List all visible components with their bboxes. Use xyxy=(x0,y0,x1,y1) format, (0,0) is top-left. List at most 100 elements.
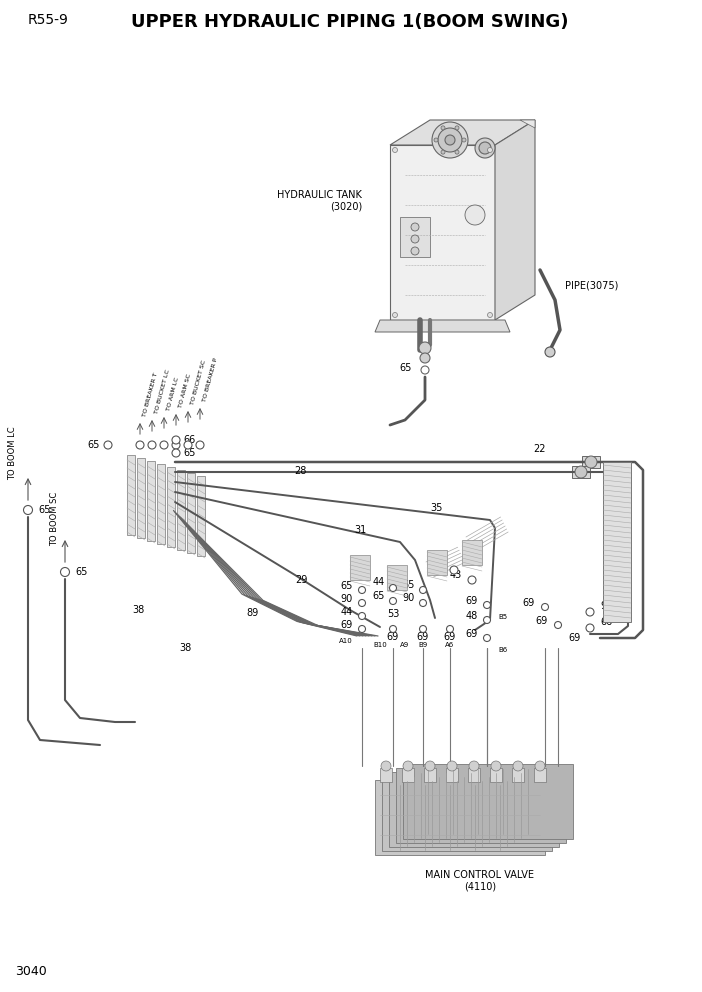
Text: 66: 66 xyxy=(600,617,612,627)
Text: 65: 65 xyxy=(403,580,415,590)
Bar xyxy=(396,768,566,843)
Text: 69: 69 xyxy=(465,596,478,606)
Text: 31: 31 xyxy=(354,525,366,535)
Circle shape xyxy=(136,441,144,449)
Bar xyxy=(382,776,552,851)
Text: 90: 90 xyxy=(403,593,415,603)
Circle shape xyxy=(446,626,453,633)
Circle shape xyxy=(432,122,468,158)
Circle shape xyxy=(403,761,413,771)
Bar xyxy=(187,473,195,553)
Circle shape xyxy=(420,599,427,606)
Text: 65: 65 xyxy=(183,448,195,458)
Circle shape xyxy=(513,761,523,771)
Circle shape xyxy=(381,761,391,771)
Circle shape xyxy=(425,761,435,771)
Bar xyxy=(427,550,447,575)
Text: R55-9: R55-9 xyxy=(28,13,69,27)
Bar xyxy=(375,780,545,855)
Circle shape xyxy=(419,342,431,354)
Circle shape xyxy=(487,312,493,317)
Circle shape xyxy=(390,584,397,591)
Bar xyxy=(400,217,430,257)
Circle shape xyxy=(60,567,69,576)
Circle shape xyxy=(392,312,397,317)
Circle shape xyxy=(441,150,445,154)
Text: B5: B5 xyxy=(498,614,507,620)
Circle shape xyxy=(484,601,491,608)
Text: 89: 89 xyxy=(247,608,259,618)
Circle shape xyxy=(420,626,427,633)
Circle shape xyxy=(535,761,545,771)
Bar xyxy=(137,458,145,538)
Circle shape xyxy=(445,135,455,145)
Text: 65: 65 xyxy=(75,567,87,577)
Bar xyxy=(424,768,436,782)
Polygon shape xyxy=(495,120,535,320)
Text: 43: 43 xyxy=(450,570,462,580)
Circle shape xyxy=(450,566,458,574)
Circle shape xyxy=(390,626,397,633)
Text: B6: B6 xyxy=(498,647,508,653)
Bar xyxy=(157,464,165,544)
Polygon shape xyxy=(390,120,535,145)
Circle shape xyxy=(359,612,366,619)
Circle shape xyxy=(23,506,32,515)
Circle shape xyxy=(392,148,397,153)
Text: 65: 65 xyxy=(38,505,51,515)
Circle shape xyxy=(411,235,419,243)
Text: 69: 69 xyxy=(444,632,456,642)
Text: HYDRAULIC TANK
(3020): HYDRAULIC TANK (3020) xyxy=(277,190,362,211)
Circle shape xyxy=(484,616,491,624)
Bar xyxy=(197,476,205,556)
Text: TO ARM SC: TO ARM SC xyxy=(178,373,192,408)
Bar xyxy=(350,555,370,580)
Text: 3040: 3040 xyxy=(15,965,47,978)
Text: A6: A6 xyxy=(445,642,455,648)
Text: 29: 29 xyxy=(295,575,307,585)
Bar xyxy=(390,145,495,320)
Text: 65: 65 xyxy=(340,581,353,591)
Bar xyxy=(572,466,590,478)
Text: 38: 38 xyxy=(179,643,191,653)
Circle shape xyxy=(434,138,438,142)
Circle shape xyxy=(441,126,445,130)
Bar xyxy=(380,768,392,782)
Text: 65: 65 xyxy=(88,440,100,450)
Text: 69: 69 xyxy=(465,629,478,639)
Circle shape xyxy=(172,441,180,449)
Circle shape xyxy=(359,626,366,633)
Circle shape xyxy=(468,576,476,584)
Bar xyxy=(512,768,524,782)
Circle shape xyxy=(475,138,495,158)
Text: MAIN CONTROL VALVE
(4110): MAIN CONTROL VALVE (4110) xyxy=(425,870,534,892)
Bar xyxy=(167,467,175,547)
Text: TO ARM LC: TO ARM LC xyxy=(166,376,180,411)
Circle shape xyxy=(411,247,419,255)
Bar xyxy=(389,772,559,847)
Text: A9: A9 xyxy=(400,642,410,648)
Circle shape xyxy=(491,761,501,771)
Text: A10: A10 xyxy=(339,638,353,644)
Bar xyxy=(402,768,414,782)
Circle shape xyxy=(555,622,562,629)
Text: 66: 66 xyxy=(183,435,195,445)
Text: 65: 65 xyxy=(373,591,385,601)
Text: 53: 53 xyxy=(387,609,399,619)
Bar xyxy=(387,565,407,590)
Bar xyxy=(177,470,185,550)
Text: 69: 69 xyxy=(417,632,429,642)
Bar xyxy=(127,455,135,535)
Text: 69: 69 xyxy=(569,633,581,643)
Circle shape xyxy=(469,761,479,771)
Text: PIPE(3075): PIPE(3075) xyxy=(565,280,618,290)
Text: 28: 28 xyxy=(294,466,306,476)
Text: UPPER HYDRAULIC PIPING 1(BOOM SWING): UPPER HYDRAULIC PIPING 1(BOOM SWING) xyxy=(131,13,569,31)
Circle shape xyxy=(421,366,429,374)
Text: TO BUCKET SC: TO BUCKET SC xyxy=(190,359,207,405)
Circle shape xyxy=(586,624,594,632)
Circle shape xyxy=(484,635,491,642)
Circle shape xyxy=(196,441,204,449)
Circle shape xyxy=(487,148,493,153)
Circle shape xyxy=(455,126,459,130)
